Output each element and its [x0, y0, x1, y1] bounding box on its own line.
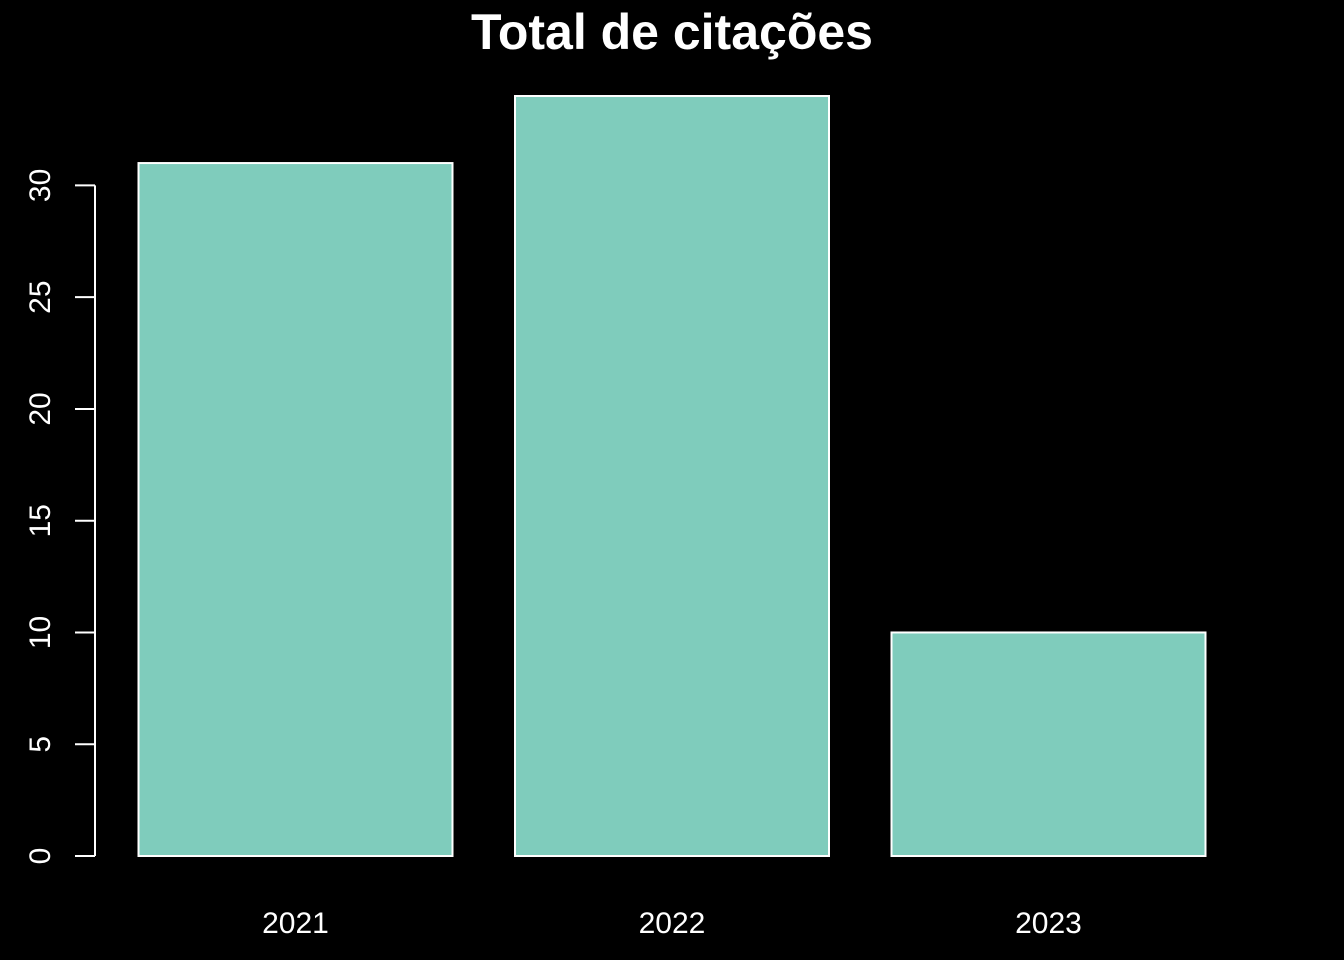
x-tick-label-2021: 2021 [262, 907, 329, 940]
x-axis-labels: 2021 2022 2023 [262, 907, 1082, 940]
y-tick-label-30: 30 [24, 169, 57, 202]
bars-group [137, 95, 1207, 857]
bar-2022 [514, 95, 830, 857]
bar-2021 [137, 162, 454, 857]
y-tick-label-10: 10 [24, 616, 57, 649]
y-tick-label-5: 5 [24, 736, 57, 753]
bar-2023 [890, 631, 1207, 857]
chart-title: Total de citações [471, 4, 873, 60]
x-tick-label-2022: 2022 [639, 907, 706, 940]
y-tick-label-0: 0 [24, 848, 57, 865]
y-tick-label-15: 15 [24, 504, 57, 537]
y-axis: 0 5 10 15 20 25 30 [24, 169, 96, 865]
x-tick-label-2023: 2023 [1015, 907, 1082, 940]
y-tick-label-25: 25 [24, 280, 57, 313]
y-tick-label-20: 20 [24, 392, 57, 425]
